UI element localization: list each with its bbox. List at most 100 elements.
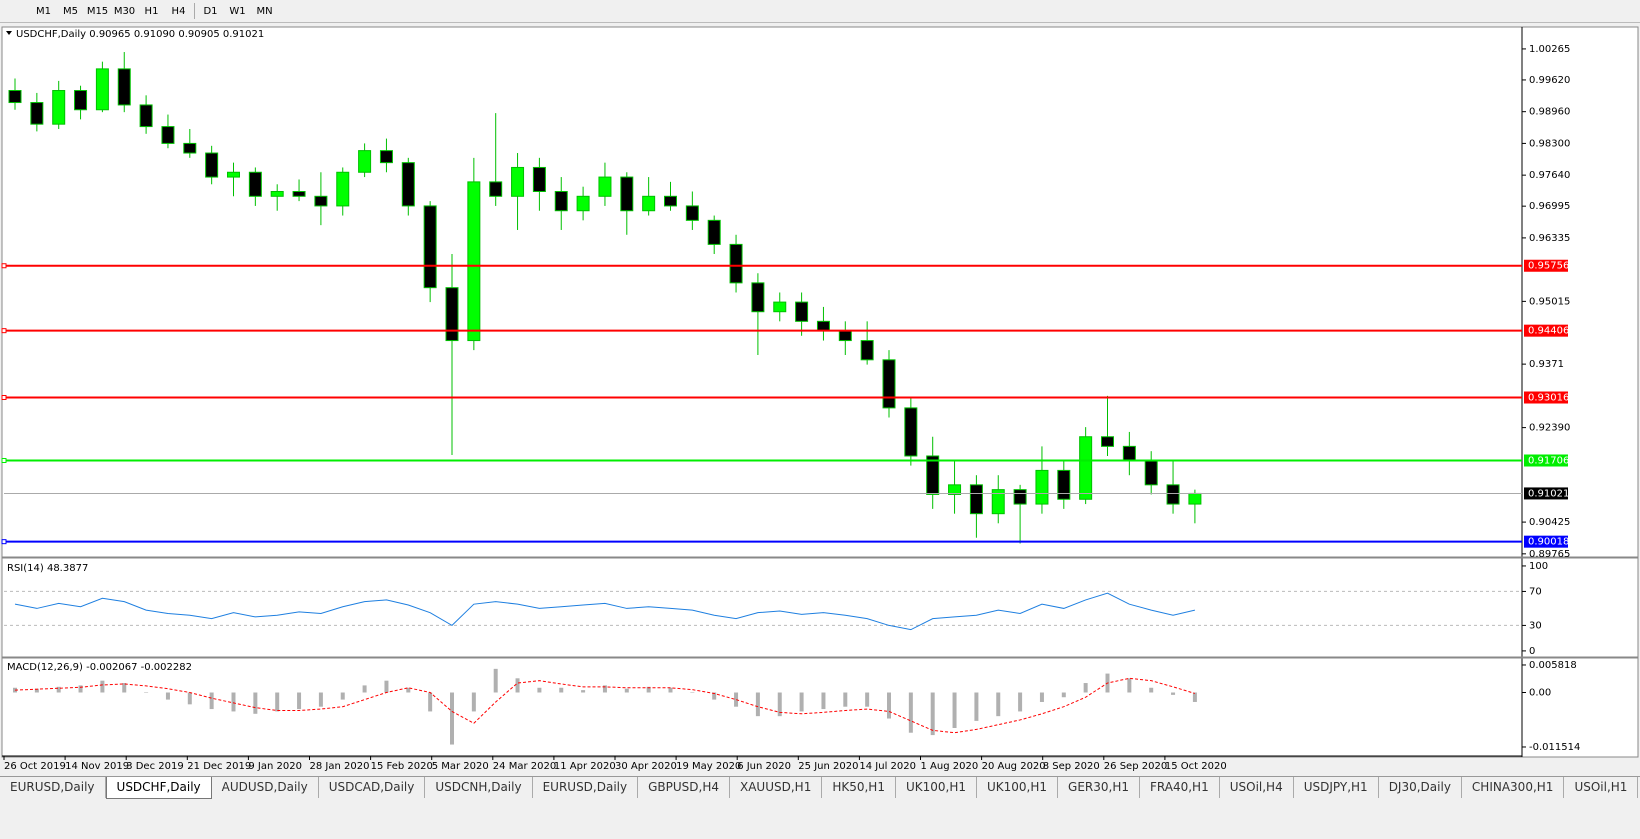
level-label-bg (1524, 259, 1568, 272)
y-tick-label: 0.89765 (1529, 549, 1570, 560)
macd-bar (340, 692, 345, 700)
level-label: 0.90018 (1528, 537, 1569, 548)
x-tick-label: 14 Nov 2019 (65, 761, 129, 772)
candle-body (773, 301, 787, 313)
candle-body (1122, 445, 1136, 462)
candle-body (685, 205, 699, 221)
candle-body (379, 150, 393, 164)
macd-bar (690, 692, 695, 694)
macd-bar (952, 692, 957, 728)
macd-bar (122, 683, 127, 693)
chart-tab[interactable]: CHINA300,H1 (1462, 777, 1565, 798)
macd-bar (887, 692, 891, 719)
x-tick-label: 8 Sep 2020 (1043, 761, 1100, 772)
timeframe-button[interactable]: H4 (171, 5, 186, 17)
candle-body (139, 104, 153, 128)
candle-body (183, 142, 197, 154)
candle-body (489, 181, 503, 197)
macd-bar (668, 687, 673, 693)
x-tick-label: 6 Jun 2020 (737, 761, 791, 772)
chart-tab[interactable]: EURUSD,Daily (0, 777, 106, 798)
macd-bar (515, 678, 520, 693)
chart-tab[interactable]: FRA40,H1 (1140, 777, 1220, 798)
level-label: 0.95756 (1528, 261, 1569, 272)
level-handle (1, 263, 7, 269)
candle-body (554, 190, 568, 212)
macd-bar (559, 687, 564, 693)
macd-bar (602, 685, 607, 693)
timeframe-button[interactable]: W1 (229, 5, 246, 17)
macd-bar (734, 692, 739, 707)
timeframe-button[interactable]: MN (256, 5, 273, 17)
chart-title: USDCHF,Daily 0.90965 0.91090 0.90905 0.9… (16, 29, 264, 40)
chart-tab[interactable]: USDCNH,Daily (425, 777, 533, 798)
level-label-bg (1524, 324, 1568, 337)
chart-tab[interactable]: GBPUSD,H4 (638, 777, 730, 798)
timeframe-button[interactable]: M5 (63, 5, 78, 17)
chart-tab[interactable]: USDJPY,H1 (1294, 777, 1379, 798)
level-label-bg (1524, 535, 1568, 548)
candle-body (117, 68, 131, 106)
y-tick-label: -0.011514 (1529, 742, 1580, 753)
rsi-title: RSI(14) 48.3877 (7, 563, 88, 574)
candle-body (882, 359, 896, 409)
chart-tab[interactable]: UK100,H1 (896, 777, 977, 798)
candle-body (1013, 489, 1027, 505)
x-tick-label: 5 Mar 2020 (432, 761, 489, 772)
chart-tab[interactable]: DJ30,Daily (1379, 777, 1462, 798)
candle-body (532, 166, 546, 192)
y-tick-label: 0.92390 (1529, 423, 1570, 434)
chart-tab[interactable]: EURUSD,Daily (533, 777, 639, 798)
macd-bar (165, 692, 170, 700)
chart-tab[interactable]: HK50,H1 (822, 777, 896, 798)
candle-body (74, 90, 88, 111)
x-tick-label: 21 Dec 2019 (187, 761, 251, 772)
candle-body (336, 171, 350, 207)
level-label: 0.94406 (1528, 326, 1569, 337)
candle-body (423, 205, 437, 289)
timeframe-button[interactable]: H1 (144, 5, 159, 17)
chart-tab[interactable]: GER30,H1 (1058, 777, 1140, 798)
y-tick-label: 0.005818 (1529, 660, 1577, 671)
candle-body (948, 484, 962, 495)
level-handle (1, 328, 7, 334)
timeframe-button[interactable]: M30 (113, 5, 136, 17)
candle-body (1144, 460, 1158, 486)
macd-bar (1039, 692, 1044, 702)
chart-tab[interactable]: XAUUSD,H1 (730, 777, 823, 798)
chart-tab[interactable]: UK100,H1 (977, 777, 1059, 798)
candle-body (904, 407, 918, 457)
candle-body (816, 320, 830, 332)
macd-bar (1127, 678, 1132, 693)
macd-bar (34, 688, 39, 693)
x-tick-label: 3 Dec 2019 (126, 761, 184, 772)
chart-tab[interactable]: USOil,H1 (1564, 777, 1639, 798)
candle-body (1101, 436, 1114, 447)
macd-bar (209, 692, 214, 710)
timeframe-button[interactable]: M1 (36, 5, 51, 17)
x-tick-label: 20 Aug 2020 (982, 761, 1046, 772)
macd-bar (1192, 692, 1197, 702)
macd-bar (799, 692, 804, 712)
candle-body (1079, 436, 1093, 500)
collapse-icon (6, 31, 12, 35)
chart-tab[interactable]: USOil,H4 (1220, 777, 1294, 798)
macd-bar (275, 692, 280, 712)
x-tick-label: 11 Apr 2020 (554, 761, 616, 772)
x-tick-label: 14 Jul 2020 (859, 761, 916, 772)
timeframe-button[interactable]: D1 (203, 5, 218, 17)
y-tick-label: 1.00265 (1529, 44, 1570, 55)
y-tick-label: 0.96995 (1529, 201, 1570, 212)
chart-tab[interactable]: AUDUSD,Daily (212, 777, 319, 798)
chart-tab[interactable]: USDCHF,Daily (105, 777, 212, 799)
chart-tab[interactable]: USDCAD,Daily (319, 777, 426, 798)
timeframe-button[interactable]: M15 (86, 5, 109, 17)
macd-bar (930, 692, 935, 736)
candle-body (1035, 469, 1049, 505)
macd-bar (624, 688, 629, 693)
macd-signal (14, 677, 1196, 734)
macd-bar (471, 692, 476, 712)
candle-body (467, 181, 481, 342)
candle-body (926, 455, 940, 495)
